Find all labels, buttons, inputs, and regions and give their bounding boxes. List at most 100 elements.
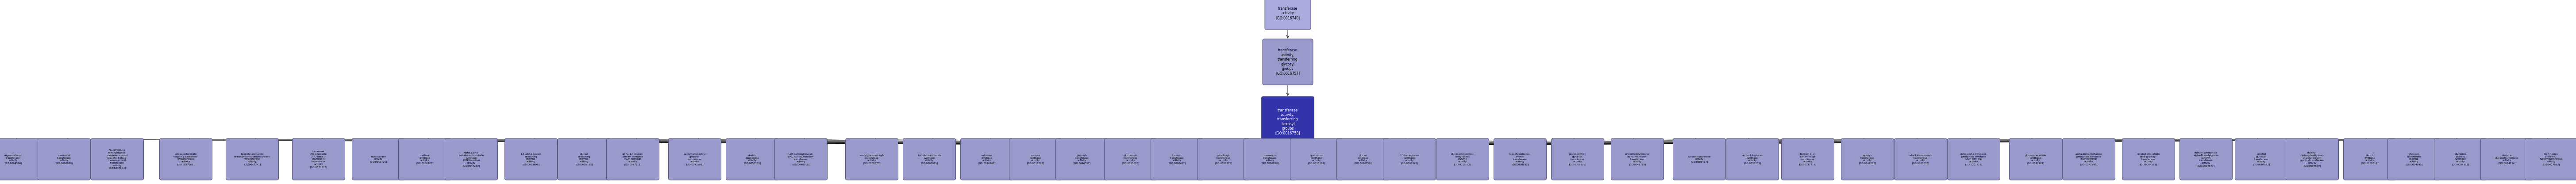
Text: mannosyl-
transferase
activity
[GO:0000030]: mannosyl- transferase activity [GO:00000… (57, 154, 72, 164)
FancyBboxPatch shape (2179, 138, 2233, 180)
Text: phosphatidylinositol
alpha-mannosyl-
transferase
activity
[GO:0043750]: phosphatidylinositol alpha-mannosyl- tra… (1625, 153, 1649, 165)
FancyBboxPatch shape (605, 138, 659, 180)
Text: cyclomaltodextrin
glucano-
transferase
activity
[GO:0043895]: cyclomaltodextrin glucano- transferase a… (683, 153, 706, 165)
Text: UDP-sulfoquinovose:
DAG sulfoquinovosyl-
transferase
activity
[GO:0046510]: UDP-sulfoquinovose: DAG sulfoquinovosyl-… (788, 153, 814, 165)
Text: glucan
branching
enzyme
activity
[GO:0016153]: glucan branching enzyme activity [GO:001… (574, 153, 592, 165)
FancyBboxPatch shape (1672, 138, 1726, 180)
FancyBboxPatch shape (1726, 138, 1780, 180)
FancyBboxPatch shape (2123, 138, 2174, 180)
FancyBboxPatch shape (1893, 138, 1947, 180)
FancyBboxPatch shape (775, 138, 827, 180)
Text: acetylglucosaminyl-
transferase
activity
[GO:0008375]: acetylglucosaminyl- transferase activity… (860, 154, 884, 164)
FancyBboxPatch shape (1383, 138, 1435, 180)
Text: transferase
activity
[GO:0016740]: transferase activity [GO:0016740] (1275, 7, 1301, 20)
FancyBboxPatch shape (1262, 39, 1314, 85)
FancyBboxPatch shape (961, 138, 1012, 180)
Text: cellulose
synthase
activity
[GO:0016760]: cellulose synthase activity [GO:0016760] (979, 154, 994, 164)
Text: galactosyl-
transferase
activity
[GO:0008378]: galactosyl- transferase activity [GO:000… (1216, 154, 1231, 164)
FancyBboxPatch shape (2434, 138, 2486, 180)
Text: starch
synthase
activity
[GO:0009011]: starch synthase activity [GO:0009011] (2362, 154, 2378, 164)
FancyBboxPatch shape (291, 138, 345, 180)
Text: N-acetylgluco-
saminyldiphos-
phoundecaprenol
N-acetyl-beta-D-
mannosaminyl-
tra: N-acetylgluco- saminyldiphos- phoundecap… (106, 149, 129, 169)
Text: alpha-1,4-glucan-
protein synthase
(ADP-forming)
activity
[GO:0047211]: alpha-1,4-glucan- protein synthase (ADP-… (621, 153, 644, 165)
Text: dextrin
dextranase
activity
[GO:0050103]: dextrin dextranase activity [GO:0050103] (744, 154, 760, 164)
Text: flavanone
7-O-glucoside
2''-O-beta-L-
rhamnosyl-
transferase
activity
[GO:003383: flavanone 7-O-glucoside 2''-O-beta-L- rh… (309, 151, 327, 168)
Text: glycogen
(starch)
synthase
activity
[GO:0004373]: glycogen (starch) synthase activity [GO:… (2452, 153, 2470, 165)
FancyBboxPatch shape (1265, 0, 1311, 30)
FancyBboxPatch shape (1947, 138, 1999, 180)
FancyBboxPatch shape (90, 138, 144, 180)
Text: glucuronyl-
transferase
activity
[GO:0015020]: glucuronyl- transferase activity [GO:001… (1123, 154, 1139, 164)
Text: dolichyl-phosphate
beta-glucosyl-
transferase
activity
[GO:0004581]: dolichyl-phosphate beta-glucosyl- transf… (2138, 153, 2161, 165)
Text: transferase
activity,
transferring
glycosyl
groups
[GO:0016757]: transferase activity, transferring glyco… (1275, 48, 1301, 75)
Text: peptidoglycan
glycosyl-
transferase
activity
[GO:0008955]: peptidoglycan glycosyl- transferase acti… (1569, 153, 1587, 165)
Text: 4-alpha-
glucanotransferase
activity
[GO:0004134]: 4-alpha- glucanotransferase activity [GO… (2496, 154, 2519, 164)
Text: glucosyl-
transferase
activity
[GO:0046527]: glucosyl- transferase activity [GO:00465… (1074, 154, 1090, 164)
Text: lipopolysaccharide
N-acetylmannosaminouronos-
yltransferase
activity
[GO:0047241: lipopolysaccharide N-acetylmannosaminour… (234, 153, 270, 165)
Text: fucosyl-
transferase
activity
[GO:0008417]: fucosyl- transferase activity [GO:000841… (1170, 154, 1185, 164)
Text: mannosyl-
transferase
activity
[GO:0000030]: mannosyl- transferase activity [GO:00000… (1262, 154, 1278, 164)
FancyBboxPatch shape (1010, 138, 1061, 180)
Text: hyaluronan
synthase
activity
[GO:0050501]: hyaluronan synthase activity [GO:0050501… (1309, 154, 1324, 164)
FancyBboxPatch shape (1610, 138, 1664, 180)
Text: dolichyl-
diphosphooligosac-
charide-protein
glycosyltransferase
activity
[GO:00: dolichyl- diphosphooligosac- charide-pro… (2300, 152, 2324, 167)
FancyBboxPatch shape (845, 138, 899, 180)
FancyBboxPatch shape (446, 138, 497, 180)
FancyBboxPatch shape (505, 138, 556, 180)
FancyBboxPatch shape (1151, 138, 1203, 180)
Text: alpha,alpha-trehalose
phosphate synthase
(TDP-forming)
activity
[GO:0047349]: alpha,alpha-trehalose phosphate synthase… (2076, 153, 2102, 165)
Text: glucan
synthase
activity
[GO:0016759]: glucan synthase activity [GO:0016759] (1355, 154, 1370, 164)
FancyBboxPatch shape (227, 138, 278, 180)
FancyBboxPatch shape (726, 138, 778, 180)
FancyBboxPatch shape (2524, 138, 2576, 180)
FancyBboxPatch shape (1262, 96, 1314, 147)
Text: dolichyl-phosphate
alpha-N-acetylgluco-
saminyl-
transferase
activity
[GO:000457: dolichyl-phosphate alpha-N-acetylgluco- … (2192, 152, 2218, 167)
FancyBboxPatch shape (2009, 138, 2061, 180)
FancyBboxPatch shape (39, 138, 90, 180)
Text: sucrose
synthase
activity
[GO:0016763]: sucrose synthase activity [GO:0016763] (1028, 154, 1043, 164)
FancyBboxPatch shape (2388, 138, 2439, 180)
Text: GDP-fucose
protein O-
fucosyltransferase
activity
[GO:0017083]: GDP-fucose protein O- fucosyltransferase… (2540, 153, 2563, 165)
Text: glycogen
biosynthetic
enzyme
activity
[GO:0004593]: glycogen biosynthetic enzyme activity [G… (2406, 153, 2421, 165)
FancyBboxPatch shape (1437, 138, 1489, 180)
FancyBboxPatch shape (1291, 138, 1342, 180)
FancyBboxPatch shape (399, 138, 451, 180)
Text: lipid-A-disaccharide
synthase
activity
[GO:0008915]: lipid-A-disaccharide synthase activity [… (917, 154, 940, 164)
FancyBboxPatch shape (667, 138, 721, 180)
Text: 1,4-alpha-glucan
branching
enzyme
activity
[GO:0003844]: 1,4-alpha-glucan branching enzyme activi… (520, 153, 541, 165)
Text: glucosaminoglycan
biosynthetic
enzyme
activity
[GO:0015012]: glucosaminoglycan biosynthetic enzyme ac… (1450, 153, 1473, 165)
Text: N-acetylgalactos-
aminyl-
transferase
activity
[GO:0008532]: N-acetylgalactos- aminyl- transferase ac… (1510, 153, 1530, 165)
FancyBboxPatch shape (1244, 138, 1296, 180)
FancyBboxPatch shape (1056, 138, 1108, 180)
Text: alpha,alpha-trehalose-
phosphate synthase
(UDP-forming)
activity
[GO:0003825]: alpha,alpha-trehalose- phosphate synthas… (1960, 153, 1989, 165)
FancyBboxPatch shape (0, 138, 39, 180)
Text: alpha-1,4-glucan
synthase
activity
[GO:0033201]: alpha-1,4-glucan synthase activity [GO:0… (1741, 154, 1762, 164)
FancyBboxPatch shape (2481, 138, 2532, 180)
Text: inulosucrase
activity
[GO:0047725]: inulosucrase activity [GO:0047725] (371, 155, 386, 163)
Text: fucosyltransferase
activity
[GO:0008417]: fucosyltransferase activity [GO:0008417] (1687, 155, 1710, 163)
Text: polygalacturonate
4-alpha-galacturono-
syltransferase
activity
[GO:0047262]: polygalacturonate 4-alpha-galacturono- s… (173, 153, 198, 165)
FancyBboxPatch shape (1551, 138, 1605, 180)
FancyBboxPatch shape (2285, 138, 2339, 180)
Text: glucosylceramide
synthase
activity
[GO:0047101]: glucosylceramide synthase activity [GO:0… (2025, 154, 2045, 164)
FancyBboxPatch shape (559, 138, 611, 180)
FancyBboxPatch shape (353, 138, 404, 180)
Text: alpha,alpha-
trehalose-phosphate
synthase
(GDP-forming)
activity
[GO:0047260]: alpha,alpha- trehalose-phosphate synthas… (459, 152, 484, 167)
FancyBboxPatch shape (2344, 138, 2396, 180)
FancyBboxPatch shape (2063, 138, 2115, 180)
FancyBboxPatch shape (1783, 138, 1834, 180)
Text: dolichol
glucosyl-
transferase
activity
[GO:0004582]: dolichol glucosyl- transferase activity … (2251, 153, 2269, 165)
Text: flavonol-3-O-
L-rhamnosyl-
transferase
activity
[GO:0047216]: flavonol-3-O- L-rhamnosyl- transferase a… (1798, 153, 1816, 165)
Text: xylosyl-
transferase
activity
[GO:0042285]: xylosyl- transferase activity [GO:004228… (1860, 154, 1875, 164)
Text: 1,3-beta-glucan
synthase
activity
[GO:0003843]: 1,3-beta-glucan synthase activity [GO:00… (1399, 154, 1419, 164)
FancyBboxPatch shape (2236, 138, 2287, 180)
FancyBboxPatch shape (1494, 138, 1546, 180)
Text: maltose
synthase
activity
[GO:0050420]: maltose synthase activity [GO:0050420] (417, 154, 433, 164)
FancyBboxPatch shape (904, 138, 956, 180)
FancyBboxPatch shape (1842, 138, 1893, 180)
FancyBboxPatch shape (1337, 138, 1388, 180)
FancyBboxPatch shape (160, 138, 211, 180)
FancyBboxPatch shape (1198, 138, 1249, 180)
Text: transferase
activity,
transferring
hexosyl
groups
[GO:0016758]: transferase activity, transferring hexos… (1275, 108, 1301, 135)
FancyBboxPatch shape (1105, 138, 1157, 180)
